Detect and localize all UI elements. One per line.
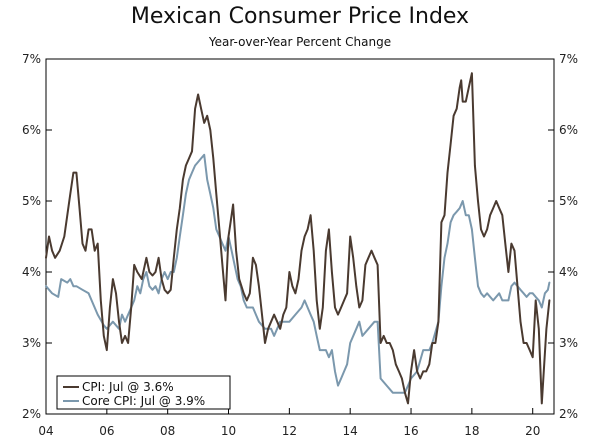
x-tick-label: 14 [343,424,358,438]
x-tick-label: 16 [403,424,418,438]
x-tick-label: 18 [464,424,479,438]
chart-title: Mexican Consumer Price Index [130,4,470,29]
chart-subtitle: Year-over-Year Percent Change [208,35,392,49]
y-tick-label-right: 4% [559,265,578,279]
y-axis-left-labels: 2% 3% 4% 5% 6% 7% [22,52,41,421]
legend-cpi-label: CPI: Jul @ 3.6% [82,380,174,394]
x-tick-label: 08 [160,424,175,438]
legend-core-cpi-label: Core CPI: Jul @ 3.9% [82,394,205,408]
legend: CPI: Jul @ 3.6%Core CPI: Jul @ 3.9% [56,375,231,410]
y-tick-label-left: 3% [22,336,41,350]
plot-frame [45,58,555,415]
y-axis-right-labels: 2% 3% 4% 5% 6% 7% [559,52,578,421]
y-tick-label-left: 6% [22,123,41,137]
y-tick-label-right: 7% [559,52,578,66]
tick-marks [45,58,554,415]
x-tick-label: 20 [525,424,540,438]
x-tick-label: 06 [99,424,114,438]
cpi-line [45,72,551,405]
y-tick-label-right: 3% [559,336,578,350]
y-tick-label-left: 7% [22,52,41,66]
x-axis-labels: 04 06 08 10 12 14 16 18 20 [38,424,540,438]
legend-box [56,375,231,410]
core-cpi-line [45,153,551,394]
x-tick-label: 12 [282,424,297,438]
y-tick-label-right: 2% [559,407,578,421]
series-lines [45,72,551,405]
y-tick-label-left: 5% [22,194,41,208]
y-tick-label-right: 5% [559,194,578,208]
y-tick-label-left: 4% [22,265,41,279]
x-tick-label: 04 [38,424,53,438]
y-tick-label-right: 6% [559,123,578,137]
x-tick-label: 10 [221,424,236,438]
y-tick-label-left: 2% [22,407,41,421]
